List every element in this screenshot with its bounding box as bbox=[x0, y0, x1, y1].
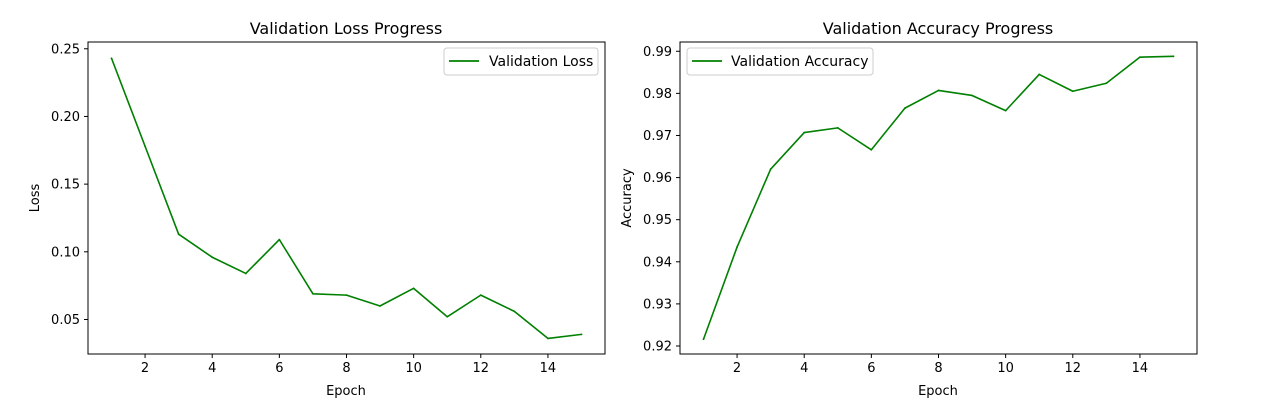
accuracy-data-point bbox=[1139, 56, 1141, 59]
loss-legend-label: Validation Loss bbox=[489, 54, 593, 70]
accuracy-series-line bbox=[702, 55, 1174, 340]
loss-y-tick-label: 0.25 bbox=[51, 42, 80, 57]
accuracy-y-tick-label: 0.97 bbox=[643, 129, 672, 144]
accuracy-data-point bbox=[702, 338, 705, 341]
accuracy-x-tick-label: 2 bbox=[733, 361, 741, 376]
loss-x-tick-label: 14 bbox=[540, 361, 557, 376]
accuracy-x-axis-label: Epoch bbox=[918, 384, 958, 399]
loss-chart-title: Validation Loss Progress bbox=[250, 19, 443, 38]
accuracy-legend-label: Validation Accuracy bbox=[731, 54, 869, 70]
accuracy-x-tick-label: 4 bbox=[800, 361, 808, 376]
accuracy-y-tick-label: 0.92 bbox=[643, 340, 672, 355]
loss-chart: Validation Loss Progress 2 4 6 8 10 12 14 0.05… bbox=[28, 19, 606, 399]
accuracy-data-point bbox=[904, 107, 906, 110]
loss-x-tick-label: 12 bbox=[473, 361, 490, 376]
loss-data-point bbox=[312, 292, 314, 295]
loss-data-point bbox=[479, 294, 482, 297]
loss-x-tick-label: 4 bbox=[208, 361, 216, 376]
accuracy-x-tick-label: 8 bbox=[934, 361, 942, 376]
loss-data-point bbox=[278, 238, 281, 241]
accuracy-data-point bbox=[736, 246, 738, 248]
accuracy-x-ticks: 2 4 6 8 10 12 14 bbox=[733, 354, 1148, 376]
accuracy-data-point bbox=[803, 131, 806, 134]
accuracy-data-point bbox=[1071, 90, 1074, 93]
accuracy-data-point bbox=[1004, 109, 1007, 112]
accuracy-x-tick-label: 12 bbox=[1065, 361, 1082, 376]
accuracy-data-point bbox=[836, 126, 839, 129]
accuracy-x-tick-label: 14 bbox=[1132, 361, 1149, 376]
accuracy-legend: Validation Accuracy bbox=[686, 47, 874, 76]
loss-y-tick-label: 0.15 bbox=[51, 178, 80, 193]
loss-x-tick-label: 2 bbox=[141, 361, 149, 376]
accuracy-y-tick-label: 0.95 bbox=[643, 213, 672, 228]
loss-data-point bbox=[144, 145, 146, 148]
loss-data-point bbox=[513, 310, 516, 313]
loss-y-axis-label: Loss bbox=[28, 184, 43, 213]
loss-data-point bbox=[211, 256, 214, 259]
loss-data-point bbox=[547, 337, 549, 340]
loss-data-point bbox=[412, 287, 415, 290]
accuracy-data-point bbox=[971, 94, 973, 97]
loss-y-ticks: 0.05 0.10 0.15 0.20 0.25 bbox=[51, 42, 88, 328]
accuracy-y-tick-label: 0.94 bbox=[643, 255, 672, 270]
loss-x-ticks: 2 4 6 8 10 12 14 bbox=[141, 354, 556, 376]
accuracy-y-ticks: 0.92 0.93 0.94 0.95 0.96 0.97 0.98 0.99 bbox=[643, 45, 680, 355]
loss-legend: Validation Loss bbox=[443, 47, 599, 76]
loss-x-axis-label: Epoch bbox=[326, 384, 366, 399]
accuracy-x-tick-label: 6 bbox=[867, 361, 875, 376]
loss-x-tick-label: 10 bbox=[405, 361, 422, 376]
accuracy-legend-box bbox=[686, 47, 874, 76]
accuracy-x-tick-label: 10 bbox=[997, 361, 1014, 376]
loss-data-point bbox=[446, 315, 449, 318]
accuracy-data-point bbox=[937, 89, 940, 92]
accuracy-y-tick-label: 0.96 bbox=[643, 171, 672, 186]
loss-x-tick-label: 8 bbox=[342, 361, 350, 376]
loss-data-point bbox=[244, 272, 247, 275]
loss-y-tick-label: 0.05 bbox=[51, 313, 80, 328]
accuracy-y-tick-label: 0.99 bbox=[643, 45, 672, 60]
accuracy-chart: Validation Accuracy Progress 2 4 6 8 10 12 14 … bbox=[620, 19, 1198, 399]
accuracy-y-tick-label: 0.93 bbox=[643, 297, 672, 312]
loss-legend-box bbox=[443, 47, 599, 76]
loss-data-point bbox=[345, 294, 348, 297]
loss-x-tick-label: 6 bbox=[275, 361, 283, 376]
accuracy-data-point bbox=[1172, 55, 1175, 58]
accuracy-data-point bbox=[1105, 82, 1108, 85]
accuracy-y-axis-label: Accuracy bbox=[620, 168, 635, 228]
loss-y-tick-label: 0.20 bbox=[51, 110, 80, 125]
accuracy-data-point bbox=[769, 168, 772, 171]
loss-data-point bbox=[379, 305, 381, 307]
accuracy-data-point bbox=[1038, 73, 1041, 76]
loss-data-point bbox=[580, 333, 583, 336]
accuracy-series-points bbox=[702, 55, 1175, 341]
accuracy-y-tick-label: 0.98 bbox=[643, 87, 672, 102]
loss-data-point bbox=[110, 57, 113, 60]
loss-data-point bbox=[177, 233, 180, 236]
loss-series-line bbox=[110, 57, 582, 340]
accuracy-chart-title: Validation Accuracy Progress bbox=[823, 19, 1054, 38]
loss-y-tick-label: 0.10 bbox=[51, 245, 80, 260]
loss-series-points bbox=[110, 57, 583, 340]
accuracy-data-point bbox=[870, 148, 873, 151]
